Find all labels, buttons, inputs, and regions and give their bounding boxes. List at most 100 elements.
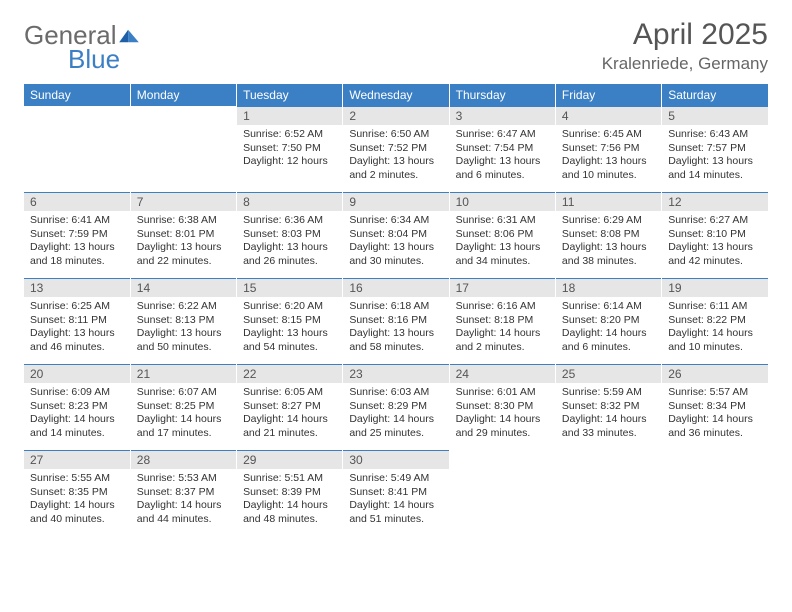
day-details: Sunrise: 5:57 AMSunset: 8:34 PMDaylight:… — [662, 383, 768, 445]
day-number: 17 — [450, 278, 555, 297]
day-number: 16 — [343, 278, 448, 297]
brand-mark-icon — [119, 24, 139, 48]
day-details: Sunrise: 6:34 AMSunset: 8:04 PMDaylight:… — [343, 211, 448, 273]
calendar-day-cell: 27Sunrise: 5:55 AMSunset: 8:35 PMDayligh… — [24, 450, 130, 536]
calendar-day-cell: 24Sunrise: 6:01 AMSunset: 8:30 PMDayligh… — [449, 364, 555, 450]
day-details: Sunrise: 6:11 AMSunset: 8:22 PMDaylight:… — [662, 297, 768, 359]
day-number: 11 — [556, 192, 661, 211]
day-details: Sunrise: 6:07 AMSunset: 8:25 PMDaylight:… — [131, 383, 236, 445]
calendar-day-cell: 1Sunrise: 6:52 AMSunset: 7:50 PMDaylight… — [237, 106, 343, 192]
calendar-day-cell: 16Sunrise: 6:18 AMSunset: 8:16 PMDayligh… — [343, 278, 449, 364]
day-number: 29 — [237, 450, 342, 469]
weekday-header: Thursday — [449, 84, 555, 106]
calendar-day-cell — [24, 106, 130, 192]
day-number: 27 — [24, 450, 130, 469]
day-details: Sunrise: 6:50 AMSunset: 7:52 PMDaylight:… — [343, 125, 448, 187]
calendar-day-cell: 25Sunrise: 5:59 AMSunset: 8:32 PMDayligh… — [555, 364, 661, 450]
day-number: 6 — [24, 192, 130, 211]
brand-logo: GeneralBlue — [24, 18, 141, 72]
day-details: Sunrise: 5:55 AMSunset: 8:35 PMDaylight:… — [24, 469, 130, 531]
calendar-day-cell — [555, 450, 661, 536]
day-details: Sunrise: 6:16 AMSunset: 8:18 PMDaylight:… — [450, 297, 555, 359]
day-number: 7 — [131, 192, 236, 211]
day-number: 18 — [556, 278, 661, 297]
day-number: 14 — [131, 278, 236, 297]
calendar-day-cell: 17Sunrise: 6:16 AMSunset: 8:18 PMDayligh… — [449, 278, 555, 364]
day-details: Sunrise: 6:29 AMSunset: 8:08 PMDaylight:… — [556, 211, 661, 273]
calendar-day-cell: 9Sunrise: 6:34 AMSunset: 8:04 PMDaylight… — [343, 192, 449, 278]
calendar-day-cell: 4Sunrise: 6:45 AMSunset: 7:56 PMDaylight… — [555, 106, 661, 192]
calendar-week-row: 13Sunrise: 6:25 AMSunset: 8:11 PMDayligh… — [24, 278, 768, 364]
calendar-day-cell: 29Sunrise: 5:51 AMSunset: 8:39 PMDayligh… — [237, 450, 343, 536]
day-details: Sunrise: 5:49 AMSunset: 8:41 PMDaylight:… — [343, 469, 448, 531]
title-block: April 2025 Kralenriede, Germany — [602, 18, 768, 74]
calendar-day-cell: 11Sunrise: 6:29 AMSunset: 8:08 PMDayligh… — [555, 192, 661, 278]
calendar-table: SundayMondayTuesdayWednesdayThursdayFrid… — [24, 84, 768, 536]
calendar-week-row: 6Sunrise: 6:41 AMSunset: 7:59 PMDaylight… — [24, 192, 768, 278]
weekday-header: Monday — [130, 84, 236, 106]
day-details: Sunrise: 6:03 AMSunset: 8:29 PMDaylight:… — [343, 383, 448, 445]
day-details: Sunrise: 6:38 AMSunset: 8:01 PMDaylight:… — [131, 211, 236, 273]
day-details: Sunrise: 6:05 AMSunset: 8:27 PMDaylight:… — [237, 383, 342, 445]
day-number: 26 — [662, 364, 768, 383]
calendar-week-row: 1Sunrise: 6:52 AMSunset: 7:50 PMDaylight… — [24, 106, 768, 192]
calendar-day-cell: 26Sunrise: 5:57 AMSunset: 8:34 PMDayligh… — [662, 364, 768, 450]
day-details: Sunrise: 6:20 AMSunset: 8:15 PMDaylight:… — [237, 297, 342, 359]
calendar-day-cell: 8Sunrise: 6:36 AMSunset: 8:03 PMDaylight… — [237, 192, 343, 278]
day-details: Sunrise: 6:45 AMSunset: 7:56 PMDaylight:… — [556, 125, 661, 187]
day-details: Sunrise: 6:27 AMSunset: 8:10 PMDaylight:… — [662, 211, 768, 273]
weekday-header: Sunday — [24, 84, 130, 106]
calendar-day-cell: 2Sunrise: 6:50 AMSunset: 7:52 PMDaylight… — [343, 106, 449, 192]
day-details: Sunrise: 6:09 AMSunset: 8:23 PMDaylight:… — [24, 383, 130, 445]
weekday-header: Saturday — [662, 84, 768, 106]
day-details: Sunrise: 6:36 AMSunset: 8:03 PMDaylight:… — [237, 211, 342, 273]
calendar-header-row: SundayMondayTuesdayWednesdayThursdayFrid… — [24, 84, 768, 106]
calendar-day-cell: 12Sunrise: 6:27 AMSunset: 8:10 PMDayligh… — [662, 192, 768, 278]
day-details: Sunrise: 6:31 AMSunset: 8:06 PMDaylight:… — [450, 211, 555, 273]
day-details: Sunrise: 6:14 AMSunset: 8:20 PMDaylight:… — [556, 297, 661, 359]
calendar-day-cell: 22Sunrise: 6:05 AMSunset: 8:27 PMDayligh… — [237, 364, 343, 450]
page-subtitle: Kralenriede, Germany — [602, 54, 768, 74]
day-number: 28 — [131, 450, 236, 469]
calendar-day-cell: 21Sunrise: 6:07 AMSunset: 8:25 PMDayligh… — [130, 364, 236, 450]
calendar-week-row: 27Sunrise: 5:55 AMSunset: 8:35 PMDayligh… — [24, 450, 768, 536]
calendar-day-cell: 3Sunrise: 6:47 AMSunset: 7:54 PMDaylight… — [449, 106, 555, 192]
calendar-day-cell: 13Sunrise: 6:25 AMSunset: 8:11 PMDayligh… — [24, 278, 130, 364]
page-title: April 2025 — [602, 18, 768, 52]
calendar-day-cell: 6Sunrise: 6:41 AMSunset: 7:59 PMDaylight… — [24, 192, 130, 278]
day-details: Sunrise: 6:22 AMSunset: 8:13 PMDaylight:… — [131, 297, 236, 359]
weekday-header: Wednesday — [343, 84, 449, 106]
day-details: Sunrise: 6:47 AMSunset: 7:54 PMDaylight:… — [450, 125, 555, 187]
header: GeneralBlue April 2025 Kralenriede, Germ… — [24, 18, 768, 74]
day-details: Sunrise: 5:51 AMSunset: 8:39 PMDaylight:… — [237, 469, 342, 531]
calendar-day-cell — [662, 450, 768, 536]
day-number: 24 — [450, 364, 555, 383]
day-number: 4 — [556, 106, 661, 125]
calendar-day-cell: 7Sunrise: 6:38 AMSunset: 8:01 PMDaylight… — [130, 192, 236, 278]
calendar-day-cell: 14Sunrise: 6:22 AMSunset: 8:13 PMDayligh… — [130, 278, 236, 364]
day-details: Sunrise: 5:53 AMSunset: 8:37 PMDaylight:… — [131, 469, 236, 531]
day-number: 21 — [131, 364, 236, 383]
day-number: 25 — [556, 364, 661, 383]
calendar-day-cell — [449, 450, 555, 536]
day-details: Sunrise: 6:52 AMSunset: 7:50 PMDaylight:… — [237, 125, 342, 173]
day-number: 12 — [662, 192, 768, 211]
calendar-day-cell: 20Sunrise: 6:09 AMSunset: 8:23 PMDayligh… — [24, 364, 130, 450]
calendar-day-cell: 30Sunrise: 5:49 AMSunset: 8:41 PMDayligh… — [343, 450, 449, 536]
calendar-week-row: 20Sunrise: 6:09 AMSunset: 8:23 PMDayligh… — [24, 364, 768, 450]
day-number: 10 — [450, 192, 555, 211]
day-number: 30 — [343, 450, 448, 469]
day-number: 19 — [662, 278, 768, 297]
calendar-day-cell: 15Sunrise: 6:20 AMSunset: 8:15 PMDayligh… — [237, 278, 343, 364]
day-number: 22 — [237, 364, 342, 383]
calendar-day-cell: 5Sunrise: 6:43 AMSunset: 7:57 PMDaylight… — [662, 106, 768, 192]
day-details: Sunrise: 6:41 AMSunset: 7:59 PMDaylight:… — [24, 211, 130, 273]
day-number: 15 — [237, 278, 342, 297]
weekday-header: Tuesday — [237, 84, 343, 106]
day-number: 5 — [662, 106, 768, 125]
calendar-day-cell: 18Sunrise: 6:14 AMSunset: 8:20 PMDayligh… — [555, 278, 661, 364]
calendar-day-cell: 23Sunrise: 6:03 AMSunset: 8:29 PMDayligh… — [343, 364, 449, 450]
day-number: 2 — [343, 106, 448, 125]
day-number: 20 — [24, 364, 130, 383]
day-details: Sunrise: 5:59 AMSunset: 8:32 PMDaylight:… — [556, 383, 661, 445]
